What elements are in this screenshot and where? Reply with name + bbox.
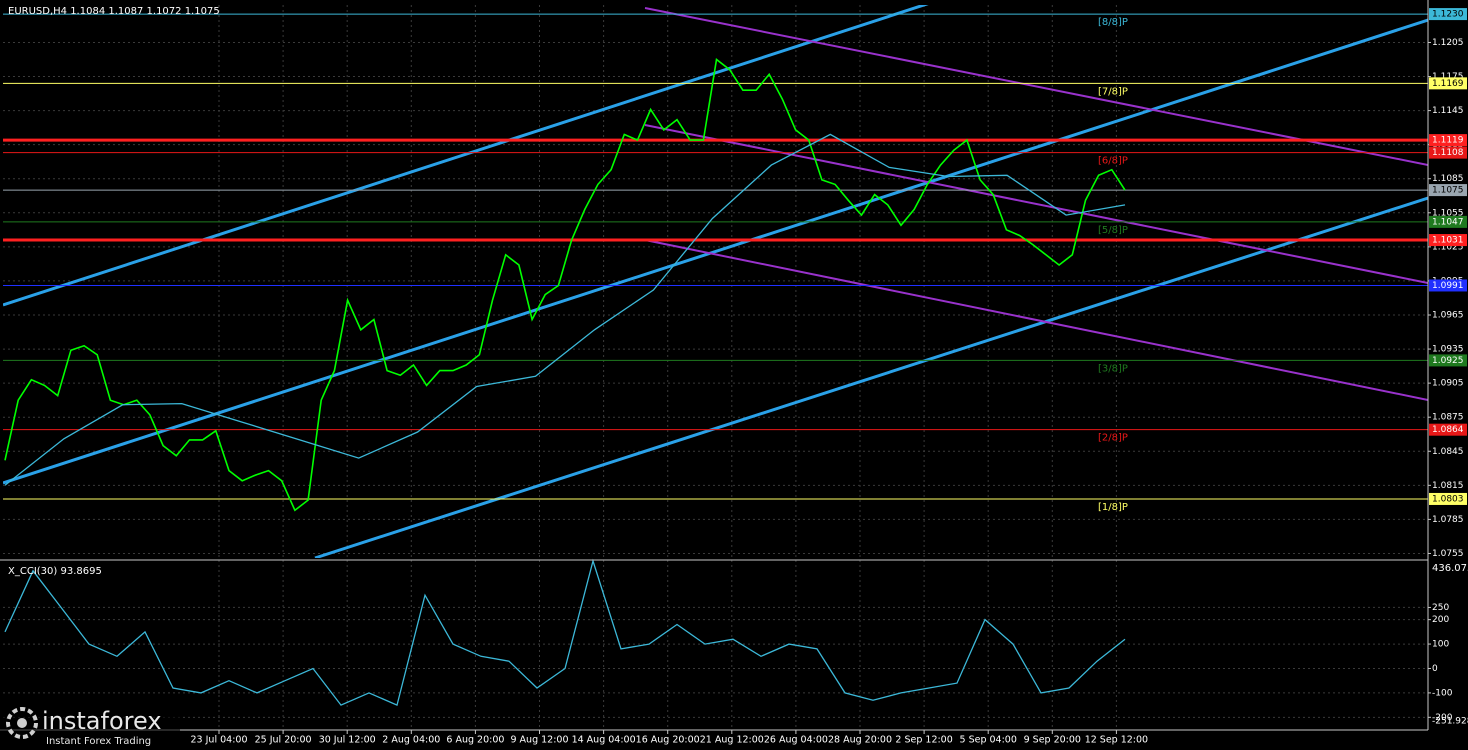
murrey-label: [6/8]P: [1098, 156, 1128, 167]
y-tick-label: 1.0845: [1432, 447, 1464, 457]
y-tick-label: 1.1025: [1432, 242, 1464, 252]
y-tick-label: 1.0815: [1432, 481, 1464, 491]
levels: [8/8]P [7/8]P [6/8]P [5/8]P [3/8]P [2/8]P [1/8…: [3, 13, 1428, 513]
logo-icon: [17, 718, 27, 728]
regression-line: [644, 239, 1428, 401]
level-label: 1.1119: [1432, 136, 1464, 146]
indicator-title: X_CCI(30) 93.8695: [8, 566, 102, 577]
y-tick-label: 1.0935: [1432, 345, 1464, 355]
murrey-label: [7/8]P: [1098, 86, 1128, 97]
y-tick-label: 1.0965: [1432, 310, 1464, 320]
level-label: 1.1169: [1432, 79, 1464, 89]
y-tick-label: 1.0905: [1432, 379, 1464, 389]
y-tick-label: -100: [1432, 688, 1453, 698]
level-label: 1.0803: [1432, 494, 1464, 504]
level-label-bg: [1429, 492, 1467, 505]
trend-lines: [3, 5, 1428, 558]
x-tick-label: 23 Jul 04:00: [191, 735, 248, 746]
indicator-max: 436.0738: [1432, 563, 1468, 574]
level-label: 1.0991: [1432, 281, 1464, 291]
level-label-bg: [1429, 146, 1467, 159]
level-label-bg: [1429, 354, 1467, 367]
level-label: 1.1075: [1432, 186, 1464, 196]
channel-line: [3, 5, 929, 307]
x-tick-label: 16 Aug 20:00: [636, 735, 700, 746]
y-tick-label: 1.0875: [1432, 413, 1464, 423]
y-tick-label: 0: [1432, 664, 1438, 674]
y-tick-label: 1.1145: [1432, 106, 1464, 116]
level-label-bg: [1429, 8, 1467, 21]
level-label-bg: [1429, 423, 1467, 436]
murrey-label: [8/8]P: [1098, 17, 1128, 28]
level-label: 1.1031: [1432, 236, 1464, 246]
x-tick-label: 2 Aug 04:00: [382, 735, 440, 746]
y-tick-label: 1.0755: [1432, 549, 1464, 559]
level-label: 1.0925: [1432, 356, 1464, 366]
level-label: 1.1108: [1432, 148, 1464, 158]
x-tick-label: 9 Aug 12:00: [510, 735, 568, 746]
level-label: 1.1230: [1432, 10, 1464, 20]
logo-tagline: Instant Forex Trading: [46, 736, 151, 747]
level-label-bg: [1429, 134, 1467, 147]
y-tick-label: 200: [1432, 615, 1449, 625]
level-label-bg: [1429, 77, 1467, 90]
regression-line: [644, 124, 1428, 284]
x-tick-label: 30 Jul 12:00: [319, 735, 376, 746]
logo: instaforex Instant Forex Trading: [0, 704, 180, 750]
x-tick-label: 25 Jul 20:00: [255, 735, 312, 746]
x-tick-label: 26 Aug 04:00: [764, 735, 828, 746]
level-label-bg: [1429, 215, 1467, 228]
grid: [3, 5, 1431, 730]
x-tick-label: 9 Sep 20:00: [1024, 735, 1081, 746]
y-tick-label: 1.1205: [1432, 38, 1464, 48]
y-tick-label: 250: [1432, 603, 1449, 613]
indicator-min: -251.928: [1432, 717, 1468, 727]
series-line: [4, 558, 1126, 707]
series: [4, 58, 1126, 707]
level-label-bg: [1429, 184, 1467, 197]
level-label-bg: [1429, 234, 1467, 247]
x-tick-label: 2 Sep 12:00: [895, 735, 952, 746]
level-label-bg: [1429, 279, 1467, 292]
chart-title: EURUSD,H4 1.1084 1.1087 1.1072 1.1075: [8, 6, 220, 17]
channel-line: [314, 196, 1428, 558]
y-tick-label: 1.1085: [1432, 174, 1464, 184]
y-tick-label: 1.1175: [1432, 72, 1464, 82]
x-tick-label: 28 Aug 20:00: [828, 735, 892, 746]
y-tick-label: 1.1055: [1432, 208, 1464, 218]
series-line: [4, 133, 1126, 486]
level-label: 1.0864: [1432, 425, 1464, 435]
murrey-label: [5/8]P: [1098, 225, 1128, 236]
y-tick-label: 100: [1432, 640, 1449, 650]
x-tick-label: 12 Sep 12:00: [1085, 735, 1148, 746]
murrey-label: [1/8]P: [1098, 502, 1128, 513]
level-label: 1.1047: [1432, 217, 1464, 227]
x-tick-label: 14 Aug 04:00: [572, 735, 636, 746]
logo-icon: [6, 707, 38, 739]
x-tick-label: 21 Aug 12:00: [700, 735, 764, 746]
x-tick-label: 5 Sep 04:00: [960, 735, 1017, 746]
channel-line: [3, 18, 1428, 485]
x-tick-label: 6 Aug 20:00: [446, 735, 504, 746]
y-tick-label: 1.0785: [1432, 515, 1464, 525]
y-tick-label: -200: [1432, 713, 1453, 723]
logo-brand: instaforex: [42, 707, 162, 735]
murrey-label: [3/8]P: [1098, 363, 1128, 374]
murrey-label: [2/8]P: [1098, 433, 1128, 444]
series-line: [4, 58, 1126, 512]
